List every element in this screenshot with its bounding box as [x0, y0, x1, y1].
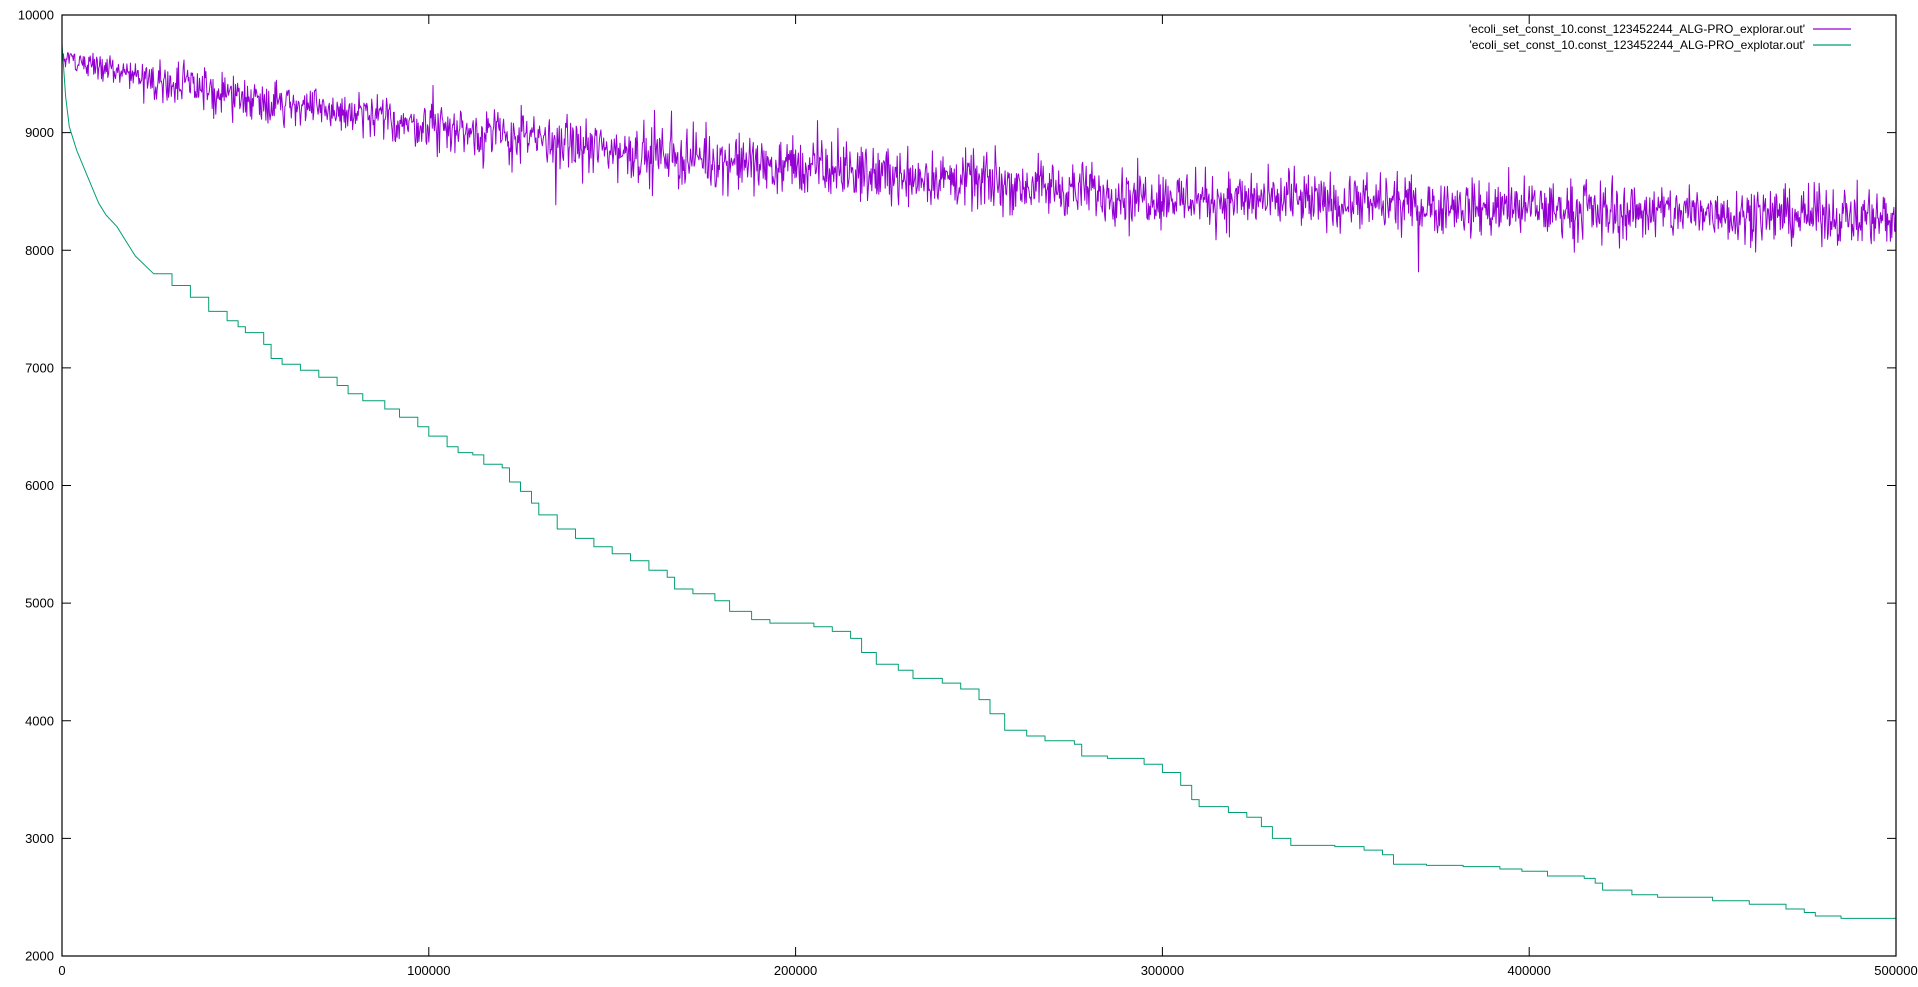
y-tick-label: 6000: [25, 478, 54, 493]
x-tick-label: 0: [58, 963, 65, 978]
x-tick-label: 200000: [774, 963, 817, 978]
y-tick-label: 9000: [25, 125, 54, 140]
y-tick-label: 4000: [25, 713, 54, 728]
y-tick-label: 8000: [25, 243, 54, 258]
y-tick-label: 10000: [18, 8, 54, 23]
legend-label: 'ecoli_set_const_10.const_123452244_ALG-…: [1470, 38, 1805, 52]
x-tick-label: 400000: [1508, 963, 1551, 978]
axis-ticks: [61, 14, 1897, 957]
y-tick-label: 2000: [25, 949, 54, 964]
x-tick-label: 300000: [1141, 963, 1184, 978]
y-tick-label: 3000: [25, 831, 54, 846]
legend-label: 'ecoli_set_const_10.const_123452244_ALG-…: [1469, 22, 1805, 36]
plot-border: [61, 14, 1897, 957]
x-tick-label: 500000: [1874, 963, 1917, 978]
series-line-1: [61, 52, 1897, 273]
series-lines: [61, 44, 1897, 921]
y-tick-label: 7000: [25, 360, 54, 375]
plot-frame: [61, 14, 1897, 957]
legend: 'ecoli_set_const_10.const_123452244_ALG-…: [1469, 22, 1851, 52]
series-line-2: [61, 44, 1897, 921]
y-tick-label: 5000: [25, 596, 54, 611]
x-tick-label: 100000: [407, 963, 450, 978]
